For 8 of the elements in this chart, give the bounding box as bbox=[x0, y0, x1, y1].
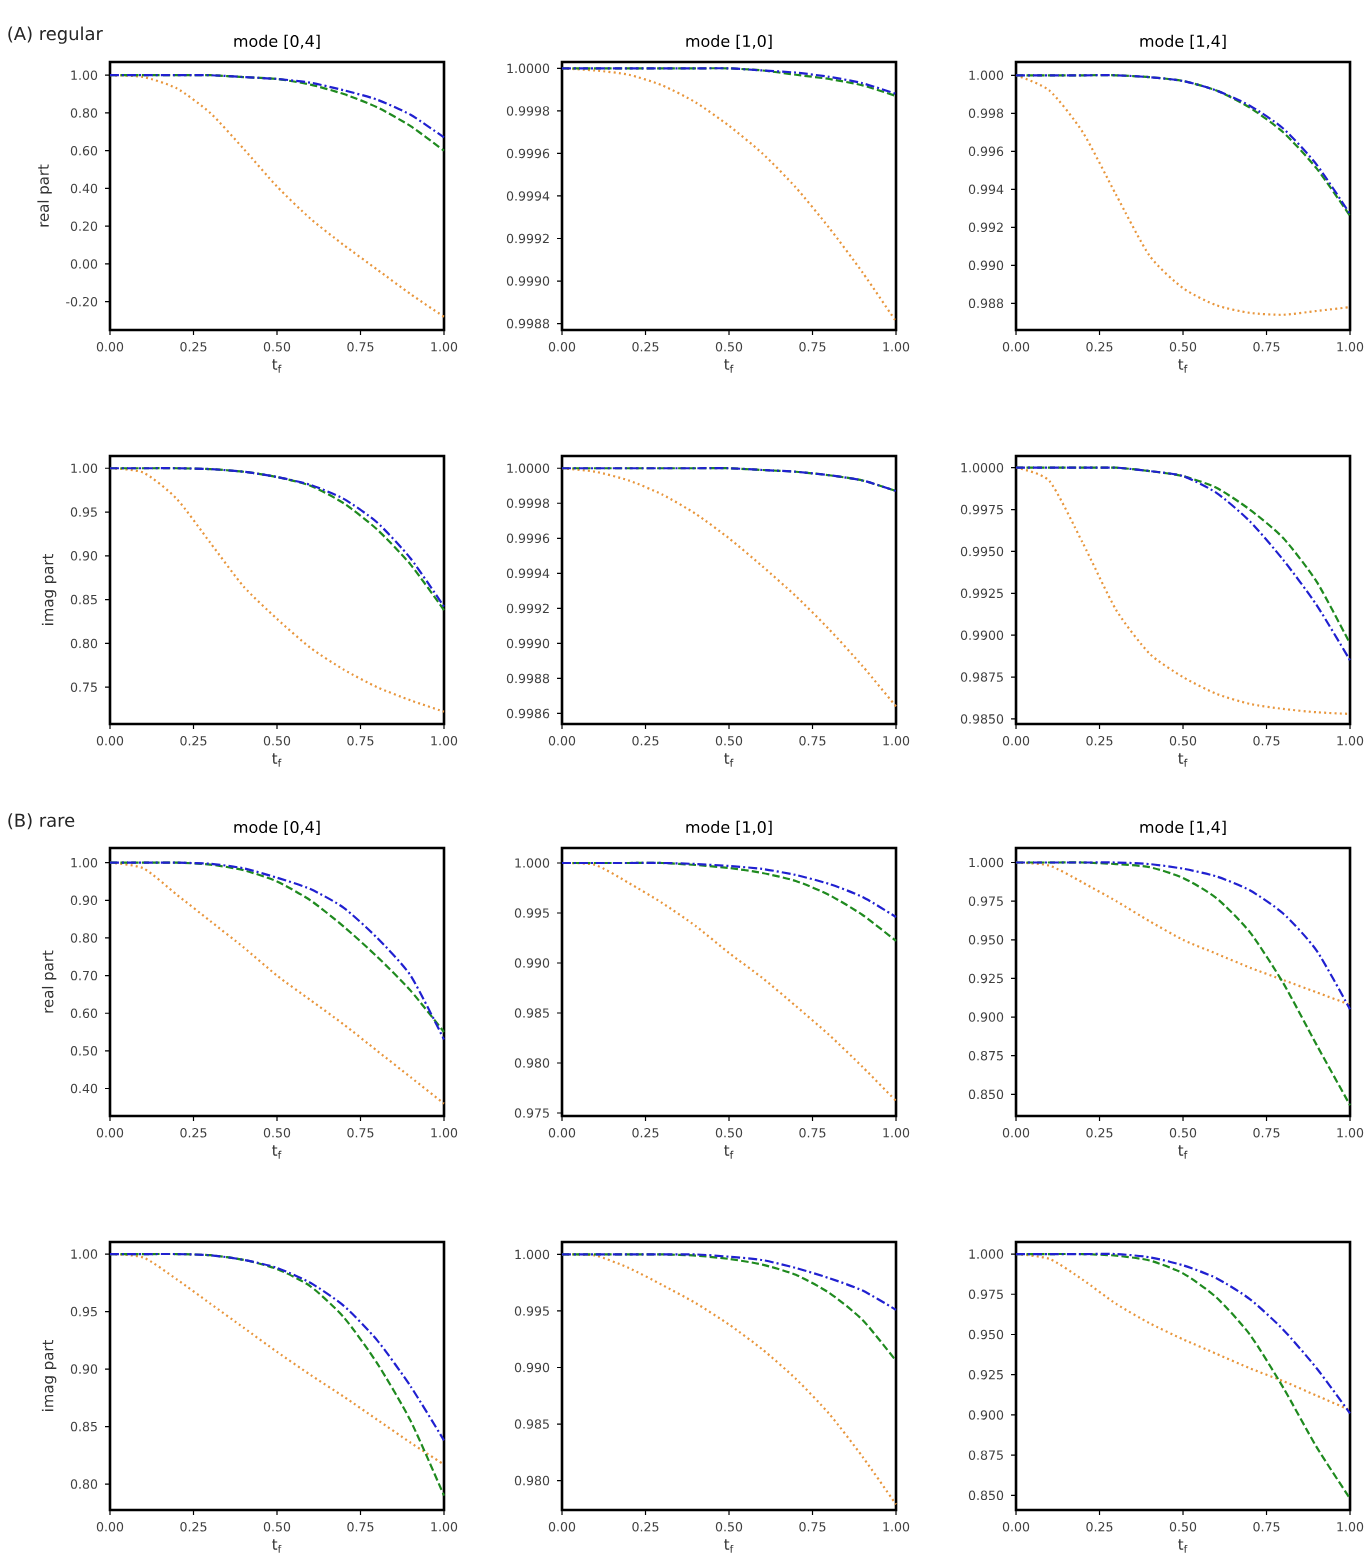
line-series bbox=[560, 467, 897, 493]
line-series bbox=[560, 1253, 897, 1311]
line-series bbox=[560, 861, 897, 919]
text: (B) rare bbox=[8, 813, 74, 830]
line-series bbox=[108, 73, 445, 139]
line-series bbox=[1014, 74, 1351, 316]
text: (A) regular bbox=[8, 26, 103, 44]
line-series bbox=[560, 67, 897, 323]
